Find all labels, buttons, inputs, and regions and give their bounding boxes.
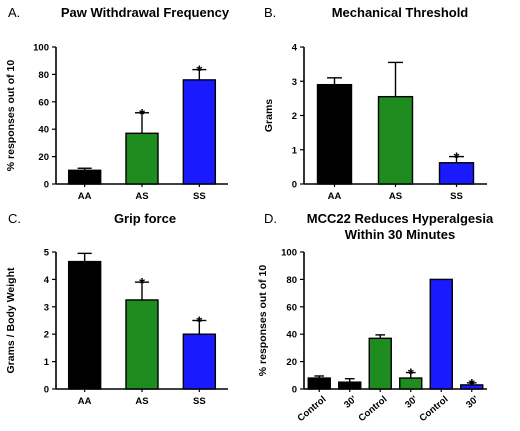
bar bbox=[182, 333, 217, 390]
bar bbox=[316, 83, 353, 185]
chart-panel-1: A. Paw Withdrawal Frequency % responses ou… bbox=[5, 5, 230, 202]
y-tick-label: 60 bbox=[286, 302, 297, 313]
y-axis-label: % responses out of 10 bbox=[5, 60, 17, 172]
y-tick-label: 0 bbox=[44, 180, 49, 191]
x-category-label: AA bbox=[78, 396, 92, 407]
x-category-label: SS bbox=[193, 191, 206, 202]
x-category-label: Control bbox=[357, 394, 390, 424]
x-category-label: 30' bbox=[403, 394, 420, 411]
chart-title: Mechanical Threshold bbox=[332, 5, 469, 20]
bar bbox=[307, 377, 331, 390]
y-axis-label: Grams bbox=[263, 99, 275, 132]
significance-star: * bbox=[454, 150, 460, 167]
y-tick-label: 1 bbox=[292, 145, 298, 156]
y-tick-label: 80 bbox=[286, 275, 297, 286]
x-category-label: SS bbox=[193, 396, 206, 407]
y-tick-label: 2 bbox=[44, 330, 49, 341]
chart-subtitle: Within 30 Minutes bbox=[345, 227, 455, 242]
x-category-label: AS bbox=[389, 191, 402, 202]
y-tick-label: 100 bbox=[281, 248, 297, 259]
y-tick-label: 0 bbox=[292, 385, 297, 396]
y-tick-label: 4 bbox=[44, 275, 50, 286]
bar bbox=[67, 260, 102, 390]
x-category-label: 30' bbox=[342, 394, 359, 411]
significance-star: * bbox=[139, 275, 145, 292]
y-tick-label: 0 bbox=[44, 385, 49, 396]
x-category-label: AS bbox=[135, 396, 148, 407]
significance-star: * bbox=[139, 106, 145, 123]
y-axis-label: % responses out of 10 bbox=[257, 265, 269, 377]
y-tick-label: 4 bbox=[292, 43, 298, 54]
y-tick-label: 5 bbox=[44, 248, 50, 259]
significance-star: * bbox=[469, 376, 475, 393]
y-tick-label: 40 bbox=[38, 125, 49, 136]
y-tick-label: 0 bbox=[292, 180, 297, 191]
bar bbox=[377, 95, 414, 185]
y-tick-label: 60 bbox=[38, 97, 49, 108]
chart-title: Grip force bbox=[114, 211, 176, 226]
x-category-label: AS bbox=[135, 191, 148, 202]
y-tick-label: 1 bbox=[44, 357, 50, 368]
bar bbox=[182, 79, 217, 185]
significance-star: * bbox=[196, 314, 202, 331]
bar bbox=[429, 278, 453, 390]
x-category-label: AA bbox=[328, 191, 342, 202]
x-category-label: SS bbox=[450, 191, 463, 202]
y-tick-label: 80 bbox=[38, 70, 49, 81]
x-category-label: AA bbox=[78, 191, 92, 202]
bar bbox=[338, 381, 362, 390]
panel-letter: B. bbox=[264, 5, 276, 20]
y-tick-label: 2 bbox=[292, 111, 297, 122]
significance-star: * bbox=[408, 366, 414, 383]
x-category-label: 30' bbox=[464, 394, 481, 411]
panel-letter: A. bbox=[8, 5, 20, 20]
y-tick-label: 40 bbox=[286, 330, 297, 341]
panel-letter: D. bbox=[264, 211, 277, 226]
bar bbox=[67, 169, 102, 185]
x-category-label: Control bbox=[418, 394, 451, 424]
chart-panel-2: B. Mechanical Threshold Grams 0 1 2 3 4 AA AS * SS bbox=[263, 5, 487, 202]
bar bbox=[125, 299, 159, 390]
chart-panel-3: C. Grip force Grams / Body Weight 0 1 2 3 4 5 AA *… bbox=[5, 211, 228, 407]
y-axis-label: Grams / Body Weight bbox=[5, 267, 17, 373]
y-tick-label: 3 bbox=[292, 77, 297, 88]
y-tick-label: 20 bbox=[38, 152, 49, 163]
bar bbox=[125, 132, 159, 185]
significance-star: * bbox=[196, 63, 202, 80]
chart-title: Paw Withdrawal Frequency bbox=[61, 5, 230, 20]
y-tick-label: 20 bbox=[286, 357, 297, 368]
y-tick-label: 100 bbox=[33, 43, 49, 54]
bar bbox=[368, 337, 392, 390]
chart-title: MCC22 Reduces Hyperalgesia bbox=[307, 211, 494, 226]
panel-letter: C. bbox=[8, 211, 21, 226]
y-tick-label: 3 bbox=[44, 302, 49, 313]
x-category-label: Control bbox=[296, 394, 329, 424]
